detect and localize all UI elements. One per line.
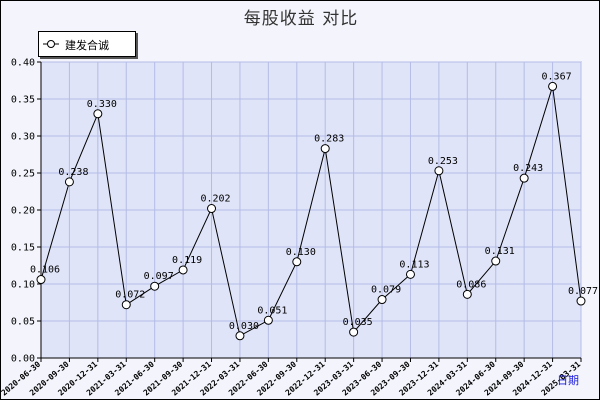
data-point <box>576 296 586 306</box>
data-point <box>121 300 131 310</box>
legend-entry: 建发合诚 <box>65 39 109 52</box>
data-point <box>462 289 472 299</box>
data-label: 0.072 <box>115 290 145 301</box>
data-point <box>548 81 558 91</box>
data-point <box>405 269 415 279</box>
x-axis-corner-label: 日期 <box>557 374 579 387</box>
legend: 建发合诚 <box>38 31 136 57</box>
data-point <box>434 166 444 176</box>
data-label: 0.086 <box>456 279 486 290</box>
y-tick-label: 0.00 <box>11 354 35 365</box>
y-tick-label: 0.05 <box>11 317 35 328</box>
y-tick-label: 0.20 <box>11 206 35 217</box>
data-point <box>519 173 529 183</box>
data-point <box>320 144 330 154</box>
data-point <box>93 109 103 119</box>
data-label: 0.097 <box>144 271 174 282</box>
data-label: 0.238 <box>58 167 88 178</box>
data-label: 0.119 <box>172 255 202 266</box>
data-label: 0.079 <box>371 285 401 296</box>
data-label: 0.106 <box>30 265 60 276</box>
chart-title: 每股收益 对比 <box>243 9 359 29</box>
y-tick-label: 0.30 <box>11 132 35 143</box>
data-point <box>263 315 273 325</box>
data-label: 0.253 <box>428 156 458 167</box>
data-point <box>491 256 501 266</box>
data-point <box>292 257 302 267</box>
data-point <box>349 327 359 337</box>
data-label: 0.077 <box>568 286 598 297</box>
data-label: 0.243 <box>513 163 543 174</box>
data-label: 0.130 <box>286 247 316 258</box>
data-label: 0.035 <box>343 317 373 328</box>
y-tick-label: 0.10 <box>11 280 35 291</box>
data-label: 0.030 <box>229 321 259 332</box>
data-point <box>235 331 245 341</box>
y-tick-label: 0.25 <box>11 169 35 180</box>
data-label: 0.131 <box>485 246 515 257</box>
y-tick-label: 0.40 <box>11 58 35 69</box>
y-tick-label: 0.35 <box>11 95 35 106</box>
data-label: 0.330 <box>87 99 117 110</box>
data-point <box>377 295 387 305</box>
data-label: 0.367 <box>542 71 572 82</box>
data-point <box>207 204 217 214</box>
data-label: 0.051 <box>257 305 287 316</box>
data-point <box>178 265 188 275</box>
data-label: 0.113 <box>399 259 429 270</box>
data-point <box>64 177 74 187</box>
y-tick-label: 0.15 <box>11 243 35 254</box>
series-line <box>40 86 582 337</box>
legend-marker-icon <box>43 40 59 48</box>
data-point <box>36 275 46 285</box>
data-label: 0.202 <box>200 194 230 205</box>
data-label: 0.283 <box>314 134 344 145</box>
data-point <box>150 281 160 291</box>
